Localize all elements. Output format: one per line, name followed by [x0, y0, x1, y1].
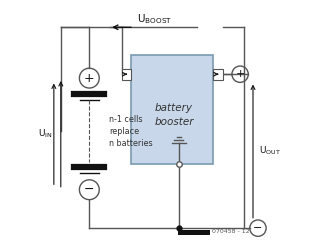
Text: 070458 - 12: 070458 - 12: [212, 229, 250, 234]
Text: $\mathsf{U}_{\mathsf{BOOST}}$: $\mathsf{U}_{\mathsf{BOOST}}$: [138, 12, 172, 26]
Text: battery
booster: battery booster: [154, 103, 194, 126]
Bar: [122, 69, 132, 80]
Text: +: +: [84, 72, 95, 85]
Text: n-1 cells
replace
n batteries: n-1 cells replace n batteries: [109, 115, 153, 148]
Text: −: −: [84, 183, 95, 196]
Bar: [132, 55, 213, 164]
Text: $\mathsf{U}_{\mathsf{OUT}}$: $\mathsf{U}_{\mathsf{OUT}}$: [259, 145, 281, 157]
Text: $\mathsf{U}_{\mathsf{IN}}$: $\mathsf{U}_{\mathsf{IN}}$: [38, 128, 52, 140]
Text: −: −: [253, 223, 263, 233]
Bar: [213, 69, 223, 80]
Bar: [178, 230, 210, 235]
Text: +: +: [236, 69, 245, 79]
